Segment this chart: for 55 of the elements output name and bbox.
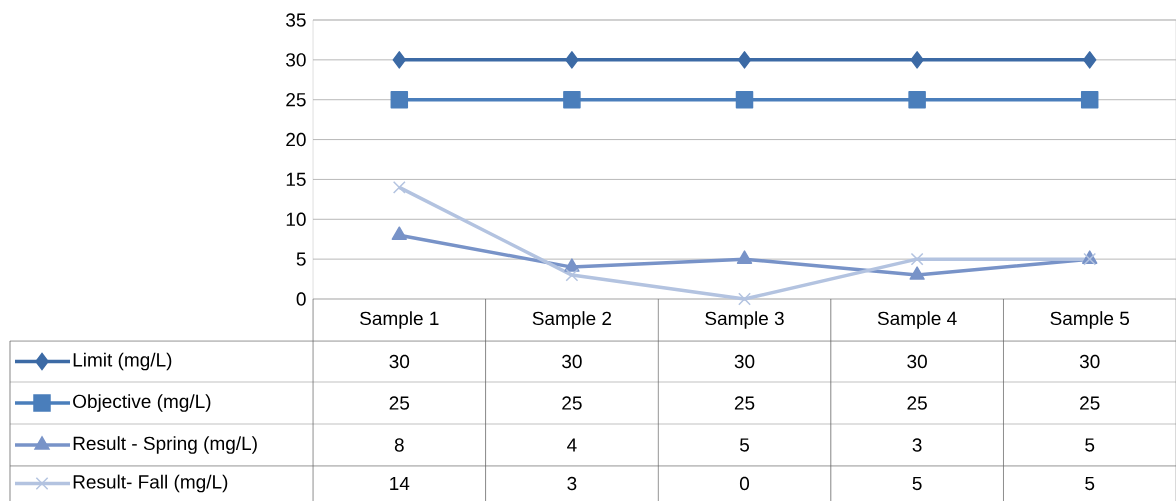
point [565, 268, 579, 282]
data-label: 30 [389, 354, 410, 369]
point [910, 51, 924, 69]
data-label: 14 [390, 476, 410, 491]
point [910, 252, 924, 266]
point [736, 250, 753, 264]
data-label: 25 [389, 396, 410, 410]
point [909, 266, 925, 280]
data-label: 8 [394, 438, 404, 452]
x-tick-label: Sample 1 [360, 311, 439, 329]
data-label: 3 [912, 438, 922, 452]
x-tick-label: Sample 3 [705, 311, 784, 329]
point [1080, 90, 1099, 109]
y-tick-label: 5 [296, 252, 306, 266]
point [908, 90, 926, 109]
data-label: 5 [1085, 476, 1095, 491]
legend-label: Result- Fall (mg/L) [73, 474, 228, 493]
legend-label: Limit (mg/L) [73, 352, 172, 371]
y-tick-label: 20 [286, 132, 306, 147]
legend-label: Objective (mg/L) [73, 394, 211, 412]
x-tick-label: Sample 4 [877, 311, 957, 329]
point [390, 90, 409, 109]
point [391, 226, 407, 240]
data-label: 5 [1085, 438, 1095, 452]
y-tick-label: 0 [296, 292, 306, 306]
point [738, 292, 751, 306]
data-label: 30 [734, 354, 755, 369]
point [735, 90, 754, 109]
point [1082, 51, 1097, 69]
y-tick-label: 10 [286, 212, 306, 227]
data-label: 5 [739, 438, 749, 452]
data-label: 0 [739, 476, 750, 491]
legend-label: Result - Spring (mg/L) [73, 436, 257, 454]
point [737, 51, 752, 69]
y-tick-label: 30 [286, 53, 306, 67]
point [564, 258, 580, 272]
data-label: 30 [907, 354, 927, 369]
x-tick-label: Sample 5 [1050, 311, 1130, 329]
y-tick-label: 15 [286, 172, 306, 187]
x-tick-label: Sample 2 [532, 311, 612, 329]
point [563, 90, 581, 109]
y-tick-label: 35 [286, 13, 306, 27]
data-label: 3 [567, 476, 577, 491]
data-label: 25 [1080, 396, 1100, 410]
data-label: 4 [567, 438, 577, 452]
point [392, 180, 406, 194]
data-label: 25 [734, 396, 755, 410]
data-label: 25 [562, 396, 582, 410]
point [392, 51, 407, 69]
data-label: 25 [907, 396, 927, 410]
data-label: 30 [562, 354, 582, 369]
data-label: 5 [912, 476, 922, 491]
y-tick-label: 25 [286, 92, 306, 107]
data-label: 30 [1079, 354, 1100, 369]
point [565, 51, 579, 69]
